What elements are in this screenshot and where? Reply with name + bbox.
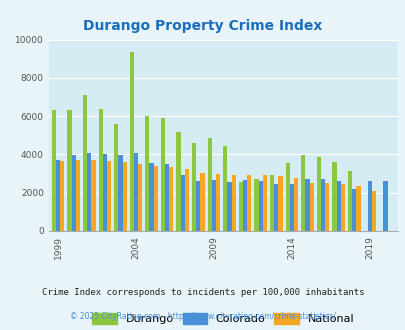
Bar [340, 184, 344, 231]
Bar [356, 186, 360, 231]
Bar [293, 178, 297, 231]
Bar [382, 181, 386, 231]
Bar [347, 171, 351, 231]
Bar [149, 163, 153, 231]
Bar [211, 180, 215, 231]
Bar [145, 116, 149, 231]
Text: © 2025 CityRating.com - https://www.cityrating.com/crime-statistics/: © 2025 CityRating.com - https://www.city… [70, 312, 335, 321]
Bar [258, 181, 262, 231]
Bar [184, 169, 189, 231]
Bar [176, 132, 180, 231]
Bar [285, 163, 289, 231]
Bar [129, 52, 134, 231]
Bar [91, 160, 95, 231]
Bar [320, 179, 324, 231]
Bar [160, 118, 165, 231]
Bar [301, 155, 305, 231]
Bar [98, 109, 102, 231]
Bar [107, 161, 111, 231]
Bar [336, 181, 340, 231]
Bar [200, 173, 204, 231]
Bar [196, 181, 200, 231]
Text: Durango Property Crime Index: Durango Property Crime Index [83, 19, 322, 33]
Bar [227, 182, 231, 231]
Bar [371, 191, 375, 231]
Bar [122, 162, 126, 231]
Bar [351, 189, 356, 231]
Bar [269, 176, 273, 231]
Bar [207, 138, 211, 231]
Bar [324, 183, 328, 231]
Bar [238, 182, 243, 231]
Bar [309, 183, 313, 231]
Bar [316, 157, 320, 231]
Bar [134, 153, 138, 231]
Bar [247, 176, 251, 231]
Bar [165, 164, 169, 231]
Bar [153, 166, 158, 231]
Bar [289, 184, 293, 231]
Bar [67, 111, 71, 231]
Bar [87, 153, 91, 231]
Bar [192, 143, 196, 231]
Bar [169, 167, 173, 231]
Bar [278, 177, 282, 231]
Legend: Durango, Colorado, National: Durango, Colorado, National [89, 309, 357, 327]
Bar [262, 176, 266, 231]
Bar [254, 179, 258, 231]
Bar [305, 179, 309, 231]
Bar [180, 176, 184, 231]
Bar [215, 174, 220, 231]
Bar [367, 181, 371, 231]
Bar [60, 161, 64, 231]
Bar [56, 160, 60, 231]
Bar [76, 160, 80, 231]
Bar [138, 164, 142, 231]
Bar [114, 124, 118, 231]
Bar [83, 95, 87, 231]
Bar [273, 184, 278, 231]
Bar [243, 180, 247, 231]
Bar [223, 146, 227, 231]
Bar [51, 111, 56, 231]
Bar [118, 155, 122, 231]
Bar [332, 162, 336, 231]
Bar [102, 154, 107, 231]
Text: Crime Index corresponds to incidents per 100,000 inhabitants: Crime Index corresponds to incidents per… [42, 287, 363, 297]
Bar [231, 176, 235, 231]
Bar [71, 155, 76, 231]
